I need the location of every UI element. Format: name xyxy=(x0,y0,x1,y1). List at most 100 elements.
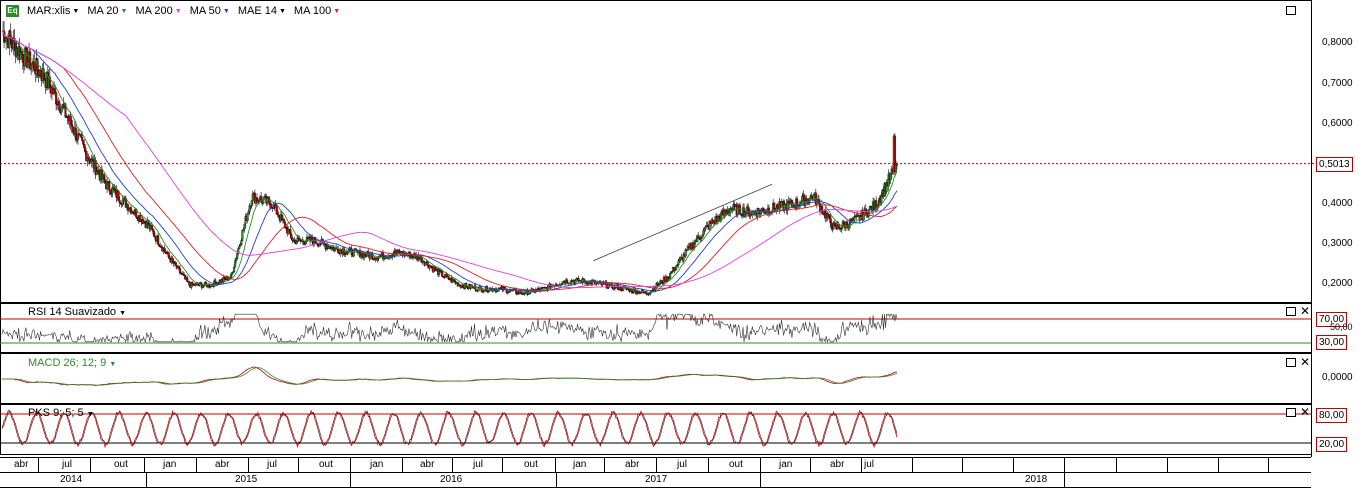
price-candle xyxy=(700,237,703,239)
price-candle xyxy=(10,38,13,45)
price-candle xyxy=(337,249,340,253)
price-candle xyxy=(39,70,42,77)
legend-indicator-label: MA 20 xyxy=(87,5,119,17)
price-candle xyxy=(186,277,189,282)
symbol-selector[interactable]: MAR:xlis ▼ xyxy=(27,5,79,17)
legend-indicator-label: MA 100 xyxy=(293,5,332,17)
price-candle xyxy=(397,249,400,252)
price-candle xyxy=(167,251,170,257)
chevron-down-icon: ▼ xyxy=(119,310,127,317)
price-candle xyxy=(143,220,146,223)
maximize-rsi-panel-icon[interactable] xyxy=(1286,307,1296,316)
price-candle xyxy=(303,243,306,245)
price-candle xyxy=(801,195,804,202)
legend-indicator[interactable]: MA 20 ▼ xyxy=(87,5,127,17)
price-candle xyxy=(251,193,254,201)
pks-panel-label[interactable]: PKS 9; 5; 5 ▼ xyxy=(28,407,94,419)
price-candle xyxy=(815,199,818,205)
x-month-label: out xyxy=(729,459,743,470)
x-month-label: jan xyxy=(163,459,177,470)
price-candle xyxy=(60,107,63,113)
price-candle xyxy=(71,126,74,132)
price-candle xyxy=(635,292,638,294)
pks-d-line xyxy=(1,411,898,446)
x-month-label: out xyxy=(114,459,128,470)
price-candle xyxy=(26,61,30,68)
x-month-label: jul xyxy=(267,459,278,470)
price-candle xyxy=(74,127,77,140)
x-year-label: 2016 xyxy=(440,474,463,485)
price-candle xyxy=(304,241,307,244)
price-candle xyxy=(747,206,750,210)
price-candle xyxy=(701,234,704,238)
ma200-line xyxy=(1,30,898,289)
x-year-label: 2015 xyxy=(235,474,258,485)
price-candle xyxy=(97,170,100,174)
pks-level-high: 80,00 xyxy=(1316,408,1348,423)
macd-signal-line xyxy=(2,367,898,386)
price-candle xyxy=(178,268,182,274)
macd-zero-label: 0,0000 xyxy=(1322,372,1353,383)
price-candle xyxy=(132,210,135,214)
indicator-list: MA 20 ▼ MA 200 ▼ MA 50 ▼ MAE 14 ▼ MA 100 ▼ xyxy=(87,5,340,17)
price-candle xyxy=(560,282,563,285)
price-candle xyxy=(30,64,33,70)
price-panel-frame xyxy=(0,0,1312,303)
pks-panel-frame xyxy=(0,404,1312,455)
price-candle xyxy=(164,250,167,254)
x-month-label: jan xyxy=(779,459,793,470)
chevron-down-icon: ▼ xyxy=(278,7,286,15)
chevron-down-icon: ▼ xyxy=(174,7,182,15)
close-pks-panel-icon[interactable]: ✕ xyxy=(1300,405,1311,419)
price-candle xyxy=(487,290,491,292)
price-candle xyxy=(736,206,739,215)
legend-indicator[interactable]: MA 100 ▼ xyxy=(294,5,340,17)
x-month-label: out xyxy=(524,459,538,470)
maximize-price-panel-icon[interactable] xyxy=(1286,6,1296,15)
price-candle xyxy=(676,264,679,267)
chevron-down-icon: ▼ xyxy=(333,7,341,15)
price-candle xyxy=(418,257,421,260)
close-macd-panel-icon[interactable]: ✕ xyxy=(1300,355,1311,369)
price-candle xyxy=(693,243,696,249)
price-candle xyxy=(233,267,236,272)
price-candle xyxy=(4,40,7,43)
price-candle xyxy=(102,174,106,181)
maximize-pks-panel-icon[interactable] xyxy=(1286,408,1296,417)
legend-indicator[interactable]: MAE 14 ▼ xyxy=(238,5,286,17)
legend-indicator-label: MA 200 xyxy=(135,5,173,17)
price-candle xyxy=(234,260,237,268)
rsi-panel-label[interactable]: RSI 14 Suavizado ▼ xyxy=(28,306,126,318)
price-candle xyxy=(447,275,450,280)
price-candle xyxy=(243,223,246,230)
rsi-level-high: 70,00 xyxy=(1316,312,1348,327)
price-candle xyxy=(731,209,734,211)
macd-panel-label[interactable]: MACD 26; 12; 9 ▼ xyxy=(28,357,116,369)
price-candle xyxy=(239,244,242,247)
price-candle xyxy=(84,147,87,152)
price-candle xyxy=(163,247,166,251)
price-candle xyxy=(117,191,120,201)
pks-label-text: PKS 9; 5; 5 xyxy=(28,407,84,419)
price-candle xyxy=(486,291,490,293)
x-month-label: jul xyxy=(864,459,875,470)
eq-icon[interactable]: Eq xyxy=(6,5,19,17)
ma50-line xyxy=(1,30,898,292)
close-rsi-panel-icon[interactable]: ✕ xyxy=(1300,304,1311,318)
price-candle xyxy=(702,230,705,236)
price-candle xyxy=(250,200,253,206)
price-candle xyxy=(697,235,700,238)
legend-indicator[interactable]: MA 50 ▼ xyxy=(190,5,230,17)
x-month-label: jul xyxy=(62,459,73,470)
price-candle xyxy=(833,222,836,226)
price-candle xyxy=(240,240,243,245)
price-candle xyxy=(289,228,292,235)
maximize-macd-panel-icon[interactable] xyxy=(1286,358,1296,367)
price-candle xyxy=(21,54,24,63)
ma100-line xyxy=(1,30,898,291)
price-candle xyxy=(118,200,121,203)
legend-indicator[interactable]: MA 200 ▼ xyxy=(135,5,181,17)
price-candle xyxy=(877,204,880,206)
